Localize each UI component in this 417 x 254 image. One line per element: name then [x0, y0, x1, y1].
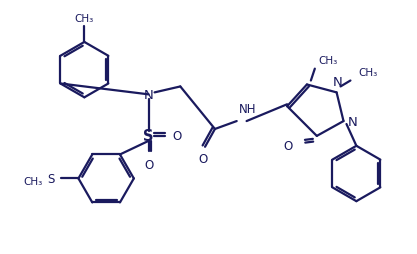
Text: N: N — [144, 88, 153, 101]
Text: N: N — [347, 115, 357, 128]
Text: CH₃: CH₃ — [75, 14, 94, 24]
Text: O: O — [284, 140, 293, 153]
Text: N: N — [333, 76, 342, 89]
Text: CH₃: CH₃ — [24, 177, 43, 187]
Text: S: S — [47, 172, 55, 185]
Text: CH₃: CH₃ — [358, 67, 378, 77]
Text: S: S — [143, 129, 154, 144]
Text: CH₃: CH₃ — [319, 55, 338, 66]
Text: O: O — [198, 152, 208, 165]
Text: NH: NH — [239, 103, 256, 116]
Text: O: O — [172, 130, 182, 143]
Text: O: O — [144, 158, 153, 171]
